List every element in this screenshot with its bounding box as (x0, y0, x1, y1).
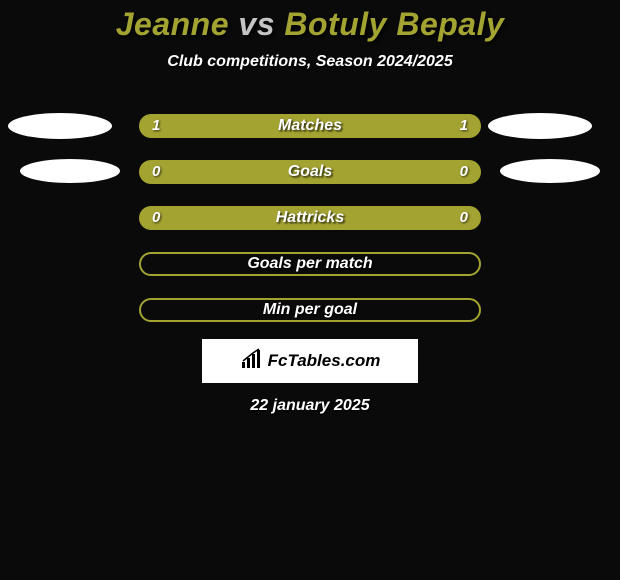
comparison-infographic: Jeanne vs Botuly Bepaly Club competition… (0, 0, 620, 415)
stat-rows: Matches 1 1 Goals 0 0 Hattricks 0 0 Goals per mat… (0, 103, 620, 333)
stat-row: Min per goal (0, 287, 620, 333)
title-vs: vs (238, 6, 275, 42)
brand-text: FcTables.com (268, 351, 381, 371)
title-player1: Jeanne (116, 6, 229, 42)
stat-bar: Goals (139, 160, 481, 184)
ellipse-left (8, 113, 112, 139)
stat-value-right: 0 (460, 160, 468, 184)
ellipse-right (488, 113, 592, 139)
stat-label: Matches (278, 117, 342, 135)
stat-value-left: 0 (152, 160, 160, 184)
stat-row: Goals per match (0, 241, 620, 287)
title-player2: Botuly Bepaly (284, 6, 504, 42)
stat-label: Goals per match (247, 255, 372, 273)
stat-bar: Goals per match (139, 252, 481, 276)
stat-row: Hattricks 0 0 (0, 195, 620, 241)
stat-label: Hattricks (276, 209, 344, 227)
chart-icon (240, 348, 264, 375)
subtitle: Club competitions, Season 2024/2025 (0, 53, 620, 71)
stat-label: Goals (288, 163, 332, 181)
stat-bar: Matches (139, 114, 481, 138)
stat-value-left: 1 (152, 114, 160, 138)
page-title: Jeanne vs Botuly Bepaly (0, 6, 620, 43)
stat-bar: Min per goal (139, 298, 481, 322)
brand-logo-box: FcTables.com (202, 339, 418, 383)
stat-value-right: 1 (460, 114, 468, 138)
stat-label: Min per goal (263, 301, 357, 319)
ellipse-left (20, 159, 120, 183)
ellipse-right (500, 159, 600, 183)
stat-row: Matches 1 1 (0, 103, 620, 149)
stat-bar: Hattricks (139, 206, 481, 230)
stat-value-left: 0 (152, 206, 160, 230)
stat-row: Goals 0 0 (0, 149, 620, 195)
stat-value-right: 0 (460, 206, 468, 230)
date-text: 22 january 2025 (0, 397, 620, 415)
